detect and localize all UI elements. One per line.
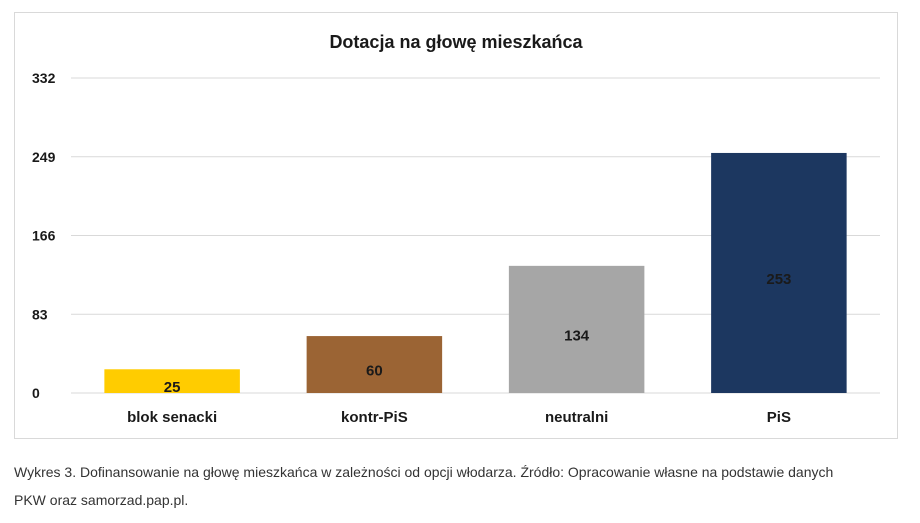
data-label: 25: [164, 379, 181, 396]
x-tick-label: PiS: [767, 409, 791, 426]
chart-frame: Dotacja na głowę mieszkańca 0 83 166 249 332…: [14, 12, 898, 439]
x-tick-label: neutralni: [545, 409, 608, 426]
x-tick-label: blok senacki: [127, 409, 217, 426]
data-label: 253: [766, 271, 791, 288]
caption-line-1: Wykres 3. Dofinansowanie na głowę mieszk…: [14, 464, 834, 480]
figure-caption: Wykres 3. Dofinansowanie na głowę mieszk…: [14, 458, 904, 514]
y-tick-label: 83: [32, 306, 48, 322]
bar: [306, 336, 443, 393]
y-tick-label: 0: [32, 385, 40, 401]
bar: [104, 369, 240, 393]
bar: [711, 152, 847, 393]
bar-chart: 0 83 166 249 332 25 blok senacki 60 kontr-PiS 134…: [32, 70, 880, 426]
x-tick-label: kontr-PiS: [341, 409, 408, 426]
y-tick-label: 166: [32, 228, 56, 244]
caption-line-2: PKW oraz samorzad.pap.pl.: [14, 492, 189, 508]
data-label: 60: [366, 363, 383, 380]
y-tick-label: 249: [32, 149, 56, 165]
bar: [508, 265, 645, 393]
y-tick-label: 332: [32, 70, 56, 86]
data-label: 134: [564, 327, 590, 344]
chart-title: Dotacja na głowę mieszkańca: [329, 32, 583, 52]
